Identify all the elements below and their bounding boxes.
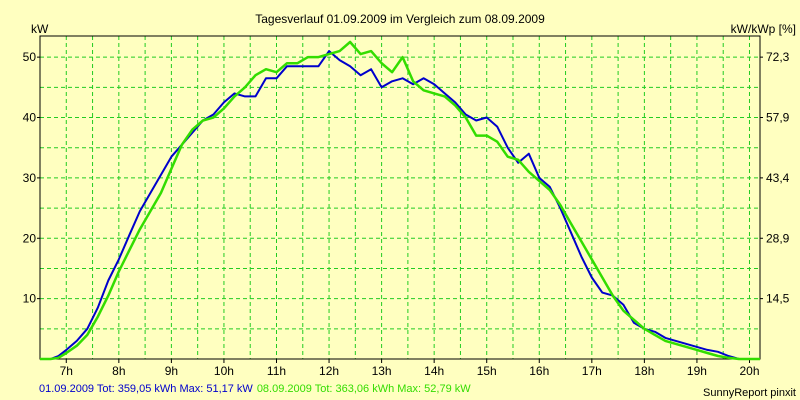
y-tick-label-left: 50 bbox=[23, 50, 37, 64]
footer-legend: 01.09.2009 Tot: 359,05 kWh Max: 51,17 kW… bbox=[39, 383, 471, 395]
x-tick-label: 14h bbox=[424, 364, 444, 378]
y-axis-right-unit: kW/kWp [%] bbox=[731, 22, 796, 36]
y-tick-label-left: 20 bbox=[23, 231, 37, 245]
x-tick-label: 17h bbox=[582, 364, 602, 378]
x-tick-label: 15h bbox=[477, 364, 497, 378]
x-tick-label: 20h bbox=[739, 364, 759, 378]
y-tick-label-right: 14,5 bbox=[766, 292, 790, 306]
x-tick-label: 16h bbox=[529, 364, 549, 378]
y-tick-label-right: 57,9 bbox=[766, 111, 790, 125]
x-tick-label: 12h bbox=[319, 364, 339, 378]
y-tick-label-left: 30 bbox=[23, 171, 37, 185]
x-tick-label: 9h bbox=[165, 364, 178, 378]
x-tick-label: 19h bbox=[687, 364, 707, 378]
x-tick-label: 8h bbox=[112, 364, 125, 378]
y-tick-label-right: 72,3 bbox=[766, 50, 790, 64]
x-tick-label: 18h bbox=[634, 364, 654, 378]
y-tick-label-right: 28,9 bbox=[766, 231, 790, 245]
chart-title: Tagesverlauf 01.09.2009 im Vergleich zum… bbox=[255, 12, 545, 26]
plot-frame bbox=[39, 35, 761, 360]
x-tick-label: 11h bbox=[267, 364, 286, 378]
y-tick-label-right: 43,4 bbox=[766, 171, 790, 185]
legend-series-2: 08.09.2009 Tot: 363,06 kWh Max: 52,79 kW bbox=[257, 383, 471, 395]
y-tick-label-left: 40 bbox=[23, 111, 37, 125]
x-tick-label: 10h bbox=[214, 364, 234, 378]
y-tick-label-left: 10 bbox=[23, 292, 37, 306]
plot-area bbox=[40, 36, 760, 359]
brand-label: SunnyReport pinxit bbox=[703, 387, 796, 399]
series-line-2 bbox=[40, 40, 760, 361]
legend-series-1: 01.09.2009 Tot: 359,05 kWh Max: 51,17 kW bbox=[39, 383, 253, 395]
y-axis-left-unit: kW bbox=[31, 22, 49, 36]
x-tick-label: 7h bbox=[60, 364, 73, 378]
x-tick-label: 13h bbox=[372, 364, 392, 378]
